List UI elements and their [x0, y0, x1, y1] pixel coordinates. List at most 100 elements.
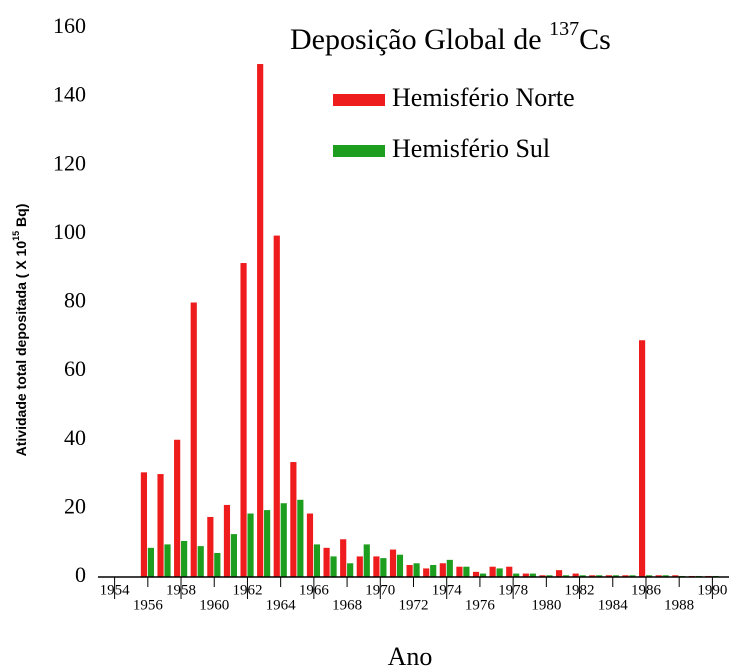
bar [672, 575, 679, 577]
bar [313, 544, 321, 577]
bar [396, 554, 404, 577]
bar [479, 573, 487, 577]
bar [347, 563, 354, 577]
bar [423, 568, 430, 577]
bar [356, 556, 363, 577]
bar [373, 556, 380, 577]
x-tick-label: 1984 [598, 597, 629, 613]
x-tick-label: 1976 [465, 597, 496, 613]
bar [463, 566, 470, 577]
bar [147, 547, 154, 577]
x-tick-label: 1956 [133, 597, 164, 613]
x-tick-label: 1978 [498, 582, 528, 598]
y-axis-label: Atividade total depositada ( X 1015 Bq) [11, 204, 28, 457]
y-tick-label: 80 [64, 288, 86, 313]
bar [406, 564, 413, 577]
bar [513, 573, 520, 577]
x-axis-label: Ano [388, 642, 433, 671]
bar [622, 575, 629, 577]
bar [413, 563, 420, 577]
bar [157, 474, 164, 577]
x-tick-label: 1972 [399, 597, 429, 613]
bar [456, 566, 463, 577]
bar [439, 563, 446, 577]
bar [247, 513, 254, 577]
y-label-suffix: Bq) [13, 204, 29, 231]
bar [323, 547, 330, 577]
bar [297, 499, 304, 577]
bar [605, 575, 612, 577]
x-tick-label: 1954 [100, 582, 131, 598]
y-tick-label: 100 [53, 219, 86, 244]
bar [472, 571, 480, 577]
x-tick-label: 1982 [565, 582, 595, 598]
bar [612, 575, 619, 577]
x-tick-label: 1970 [365, 582, 395, 598]
x-tick-label: 1986 [631, 582, 662, 598]
chart-title: Deposição Global de 137Cs [290, 18, 611, 56]
x-tick-label: 1968 [332, 597, 362, 613]
y-tick-label: 0 [75, 562, 86, 587]
bar [539, 575, 546, 577]
bar [645, 575, 653, 577]
legend-label: Hemisfério Sul [392, 134, 550, 163]
title-suffix: Cs [579, 23, 611, 56]
x-tick-label: 1974 [432, 582, 463, 598]
bar [330, 556, 337, 577]
bar [562, 575, 570, 577]
bar [496, 568, 503, 577]
bar [197, 546, 204, 577]
y-tick-label: 160 [53, 13, 86, 38]
x-tick-label: 1966 [299, 582, 330, 598]
bar [181, 540, 188, 577]
bar [140, 472, 148, 577]
bar [207, 516, 214, 577]
bar [589, 575, 596, 577]
bar [230, 534, 238, 577]
bar [546, 575, 553, 577]
y-tick-label: 60 [64, 356, 86, 381]
bar [363, 544, 370, 577]
title-superscript: 137 [549, 18, 579, 40]
bar [214, 552, 221, 577]
x-tick-label: 1962 [232, 582, 262, 598]
bar [572, 573, 579, 577]
bar [380, 558, 387, 577]
y-label-superscript: 15 [11, 231, 21, 241]
bar [506, 566, 513, 577]
bar [529, 573, 536, 577]
bar [273, 235, 280, 577]
bar [555, 570, 563, 577]
bar [629, 575, 636, 577]
bar [223, 504, 231, 577]
legend-label: Hemisfério Norte [392, 83, 575, 112]
bar [522, 573, 529, 577]
bar [280, 503, 287, 577]
bar [655, 575, 662, 577]
bar [240, 263, 247, 577]
x-tick-label: 1958 [166, 582, 196, 598]
bar [389, 549, 397, 577]
bar [290, 462, 297, 577]
bar [306, 513, 314, 577]
bar [446, 559, 453, 577]
bar [340, 539, 347, 577]
bar [430, 564, 437, 577]
y-tick-label: 40 [64, 425, 86, 450]
bar [174, 439, 181, 577]
bar [662, 575, 669, 577]
y-tick-label: 20 [64, 493, 86, 518]
x-tick-label: 1960 [199, 597, 229, 613]
x-tick-label: 1964 [266, 597, 297, 613]
x-tick-label: 1990 [697, 582, 727, 598]
bar [257, 64, 264, 577]
bar [164, 544, 171, 577]
bar [638, 340, 646, 577]
legend-swatch [333, 145, 385, 157]
bar [489, 566, 496, 577]
bar [596, 575, 603, 577]
y-tick-label: 120 [53, 150, 86, 175]
bar [579, 575, 586, 577]
